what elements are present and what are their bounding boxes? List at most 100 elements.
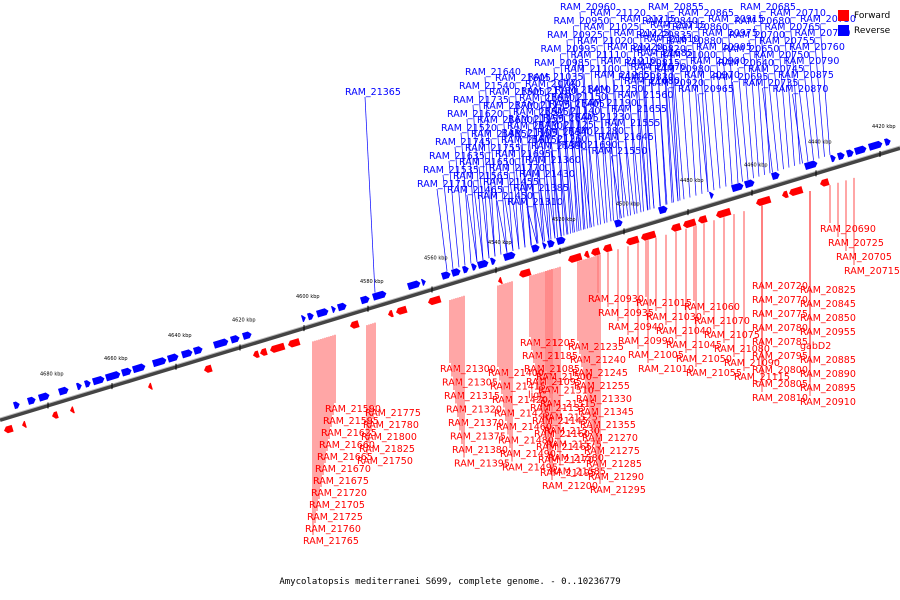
forward-gene-label: RAM_21185 (522, 351, 578, 362)
reverse-connector (540, 95, 552, 240)
reverse-gene-arrow (212, 338, 229, 349)
forward-gene-arrow (820, 178, 830, 187)
tick-label: 4460 kbp (744, 163, 768, 169)
reverse-connector (803, 65, 814, 161)
reverse-gene-label: gltX (558, 78, 577, 89)
forward-gene-label: RAM_21015 (636, 298, 692, 309)
reverse-gene-label: RAM_20760 (789, 42, 845, 53)
reverse-gene-arrow (546, 239, 555, 248)
reverse-gene-label: RAM_20790 (784, 56, 840, 67)
reverse-connector (814, 37, 825, 157)
reverse-gene-arrow (229, 335, 240, 344)
reverse-connector (502, 110, 514, 251)
reverse-gene-label: RAM_20765 (765, 22, 821, 33)
reverse-gene-label: RAM_21150 (551, 92, 607, 103)
reverse-gene-label: RAM_20820 (630, 44, 686, 55)
reverse-gene-arrow (657, 205, 668, 215)
reverse-gene-arrow (836, 152, 845, 161)
legend-label-reverse: Reverse (854, 25, 891, 36)
forward-gene-label: RAM_20825 (800, 285, 856, 296)
reverse-gene-arrow (192, 346, 203, 355)
forward-gene-arrow (756, 195, 772, 207)
reverse-connector (521, 137, 532, 246)
reverse-gene-label: RAM_21225 (614, 28, 670, 39)
reverse-connector (466, 194, 478, 262)
reverse-gene-label: RAM_21000 (660, 50, 716, 61)
reverse-connector (743, 53, 754, 179)
reverse-connector (709, 65, 721, 189)
reverse-gene-label: RAM_21210 (601, 56, 657, 67)
forward-gene-arrow (70, 406, 75, 414)
reverse-gene-label: RAM_21565 (453, 171, 509, 182)
reverse-connector (478, 166, 490, 259)
forward-gene-arrow (641, 230, 657, 241)
reverse-gene-label: RAM_20920 (648, 78, 704, 89)
reverse-connector (527, 123, 539, 244)
legend-label-forward: Forward (854, 10, 891, 21)
reverse-gene-label: RAM_20950 (554, 16, 610, 27)
reverse-gene-label: RAM_20815 (624, 58, 680, 69)
forward-gene-arrow (716, 207, 732, 219)
reverse-gene-label: RAM_21280 (568, 126, 624, 137)
reverse-connector (436, 188, 448, 271)
forward-gene-arrow (568, 252, 583, 263)
forward-gene-label: RAM_21530 (544, 426, 600, 437)
forward-gene-arrow (789, 186, 804, 197)
reverse-gene-label: RAM_21260 (532, 134, 588, 145)
forward-gene-label: RAM_21765 (303, 536, 359, 547)
forward-gene-arrow (396, 305, 408, 315)
forward-gene-label: RAM_21305 (442, 378, 498, 389)
reverse-gene-label: RAM_20860 (672, 22, 728, 33)
tick-label: 4640 kbp (168, 333, 192, 339)
reverse-gene-label: RAM_21140 (545, 106, 601, 117)
reverse-connector (553, 67, 565, 236)
tick-label: 4600 kbp (296, 294, 320, 300)
forward-gene-label: RAM_21625 (321, 428, 377, 439)
forward-gene-label: RAM_21040 (656, 326, 712, 337)
forward-gene-label: RAM_21575 (546, 440, 602, 451)
reverse-connector (797, 79, 809, 162)
reverse-gene-label: RAM_20900 (690, 56, 746, 67)
forward-gene-arrow (498, 276, 503, 284)
reverse-gene-label: RAM_20680 (735, 16, 791, 27)
forward-gene-label: RAM_21235 (568, 342, 624, 353)
reverse-gene-label: RAM_20830 (618, 72, 674, 83)
forward-gene-label: RAM_20845 (800, 299, 856, 310)
forward-gene-label: RAM_21070 (694, 316, 750, 327)
reverse-gene-label: RAM_21505 (489, 87, 545, 98)
tick-label: 4680 kbp (40, 371, 64, 377)
reverse-gene-label: RAM_20745 (748, 64, 804, 75)
reverse-connector (587, 135, 599, 226)
reverse-gene-label: RAM_21100 (564, 64, 620, 75)
reverse-gene-arrow (461, 265, 469, 274)
forward-gene-label: RAM_20990 (618, 336, 674, 347)
reverse-gene-label: RAM_21735 (453, 95, 509, 106)
reverse-gene-arrow (420, 278, 426, 286)
forward-gene-label: RAM_20810 (752, 393, 808, 404)
reverse-gene-arrow (845, 149, 854, 158)
reverse-connector (667, 87, 679, 202)
reverse-gene-label: RAM_21405 (549, 99, 605, 110)
reverse-connector (762, 87, 773, 173)
reverse-connector (721, 37, 733, 185)
reverse-gene-label: RAM_21230 (575, 112, 631, 123)
reverse-connector (514, 82, 526, 248)
reverse-gene-label: RAM_20870 (773, 84, 829, 95)
reverse-gene-arrow (91, 375, 105, 386)
reverse-gene-label: RAM_21630 (519, 93, 575, 104)
reverse-gene-label: RAM_20915 (708, 14, 764, 25)
forward-gene-arrow (4, 424, 14, 434)
forward-gene-label: RAM_21005 (628, 350, 684, 361)
reverse-connector (466, 118, 478, 262)
forward-gene-arrow (270, 342, 286, 353)
forward-gene-label: RAM_20895 (800, 383, 856, 394)
forward-gene-arrow (288, 338, 301, 348)
reverse-gene-label: RAM_20965 (678, 84, 734, 95)
reverse-connector (767, 73, 779, 171)
reverse-gene-label: RAM_20685 (740, 2, 796, 13)
reverse-gene-label: RAM_20650 (724, 44, 780, 55)
forward-gene-label: RAM_20930 (588, 294, 644, 305)
tick-label: 4500 kbp (616, 201, 640, 207)
reverse-gene-label: RAM_20835 (636, 30, 692, 41)
forward-gene-label: RAM_20785 (752, 337, 808, 348)
